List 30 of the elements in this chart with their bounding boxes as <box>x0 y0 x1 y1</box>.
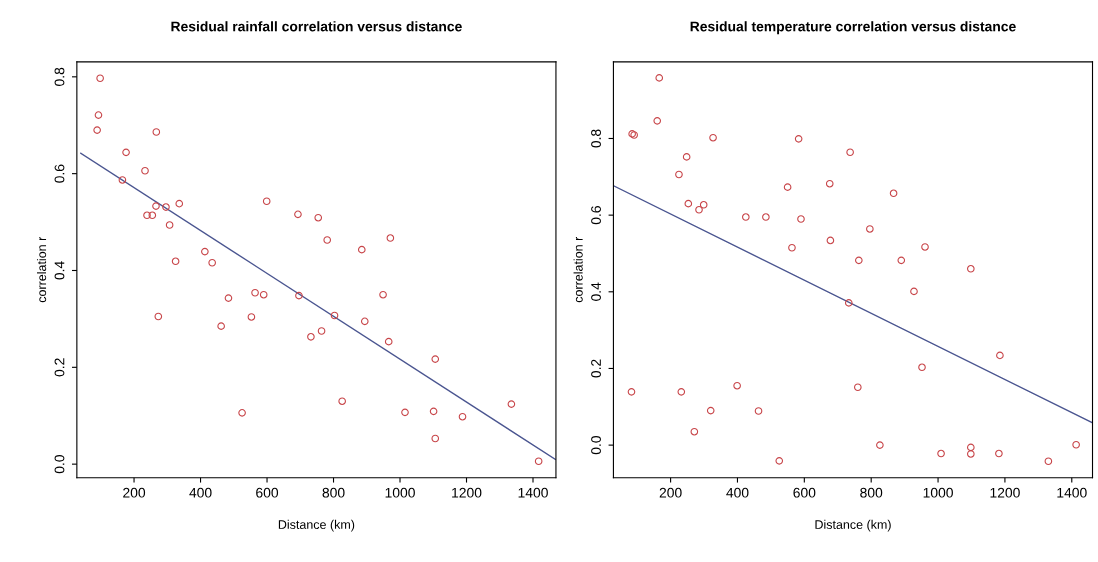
y-tick-label: 0.4 <box>591 282 601 301</box>
x-axis-title: Distance (km) <box>815 519 891 532</box>
y-axis-title: correlation r <box>573 236 583 303</box>
x-tick-label: 200 <box>123 487 146 498</box>
x-tick-label: 1000 <box>923 487 953 498</box>
y-tick-label: 0.8 <box>591 129 601 148</box>
x-axis-title: Distance (km) <box>278 519 355 532</box>
x-tick-label: 600 <box>793 487 816 498</box>
x-tick-label: 600 <box>256 487 279 498</box>
x-tick-label: 1200 <box>452 487 482 498</box>
x-tick-label: 1400 <box>518 487 548 498</box>
y-tick-label: 0.8 <box>54 67 65 86</box>
x-tick-label: 1000 <box>385 487 415 498</box>
y-tick-label: 0.2 <box>54 358 65 377</box>
y-tick-label: 0.0 <box>591 436 601 455</box>
x-tick-label: 400 <box>726 487 749 498</box>
y-tick-label: 0.2 <box>591 359 601 378</box>
y-tick-label: 0.4 <box>54 261 65 280</box>
x-tick-label: 400 <box>189 487 212 498</box>
x-tick-label: 800 <box>860 487 883 498</box>
y-tick-label: 0.0 <box>54 455 65 474</box>
x-tick-label: 1200 <box>990 487 1020 498</box>
chart-title: Residual rainfall correlation versus distance <box>171 21 462 32</box>
x-tick-label: 1400 <box>1057 487 1087 498</box>
y-tick-label: 0.6 <box>54 164 65 183</box>
chart-title: Residual temperature correlation versus distance <box>690 21 1016 35</box>
x-tick-label: 800 <box>322 487 345 498</box>
x-tick-label: 200 <box>659 487 682 498</box>
y-axis-title: correlation r <box>36 236 47 303</box>
y-tick-label: 0.6 <box>591 206 601 225</box>
